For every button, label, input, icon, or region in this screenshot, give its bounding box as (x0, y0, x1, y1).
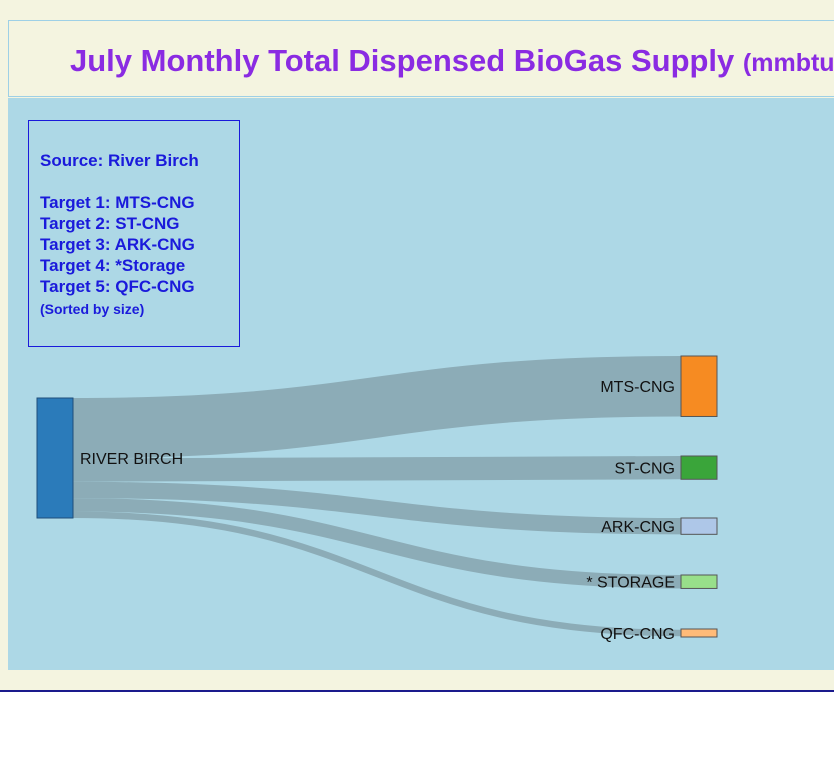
node-qfc-cng (680, 628, 718, 638)
link-mts-cng (72, 356, 682, 459)
sankey-nodes (36, 355, 718, 638)
link-storage (72, 498, 682, 589)
legend-target-4: Target 4: *Storage (40, 256, 186, 275)
node-label-qfc-cng: QFC-CNG (600, 626, 675, 643)
legend-target-5: Target 5: QFC-CNG (40, 277, 195, 296)
sankey-diagram: RIVER BIRCH MTS-CNG ST-CNG ARK-CNG * STORAGE… (36, 355, 718, 643)
legend-target-1: Target 1: MTS-CNG (40, 193, 195, 212)
title-bar: July Monthly Total Dispensed BioGas Supp… (8, 20, 834, 97)
legend-target-3: Target 3: ARK-CNG (40, 235, 195, 254)
sankey-links (72, 356, 682, 637)
node-label-ark-cng: ARK-CNG (601, 519, 675, 536)
node-river-birch (36, 397, 74, 519)
chart-title-unit: (mmbtu (742, 49, 834, 77)
chart-frame: July Monthly Total Dispensed BioGas Supp… (0, 0, 834, 692)
legend-target-2: Target 2: ST-CNG (40, 214, 180, 233)
legend-source: Source: River Birch (40, 151, 199, 170)
chart-title-main: July Monthly Total Dispensed BioGas Supp… (70, 43, 735, 78)
node-label-mts-cng: MTS-CNG (600, 379, 675, 396)
sankey-labels: RIVER BIRCH MTS-CNG ST-CNG ARK-CNG * STORAGE… (80, 379, 675, 643)
node-storage (680, 574, 718, 589)
node-label-river-birch: RIVER BIRCH (80, 451, 183, 468)
node-ark-cng (680, 517, 718, 535)
legend-box: Source: River Birch Target 1: MTS-CNG Ta… (28, 120, 240, 347)
link-st-cng (72, 456, 682, 482)
node-label-st-cng: ST-CNG (615, 461, 675, 478)
node-mts-cng (680, 355, 718, 417)
node-label-storage: * STORAGE (586, 575, 675, 592)
link-ark-cng (72, 481, 682, 535)
link-qfc-cng (72, 511, 682, 637)
chart-title: July Monthly Total Dispensed BioGas Supp… (70, 43, 834, 79)
legend-note: (Sorted by size) (40, 301, 145, 317)
node-st-cng (680, 455, 718, 480)
